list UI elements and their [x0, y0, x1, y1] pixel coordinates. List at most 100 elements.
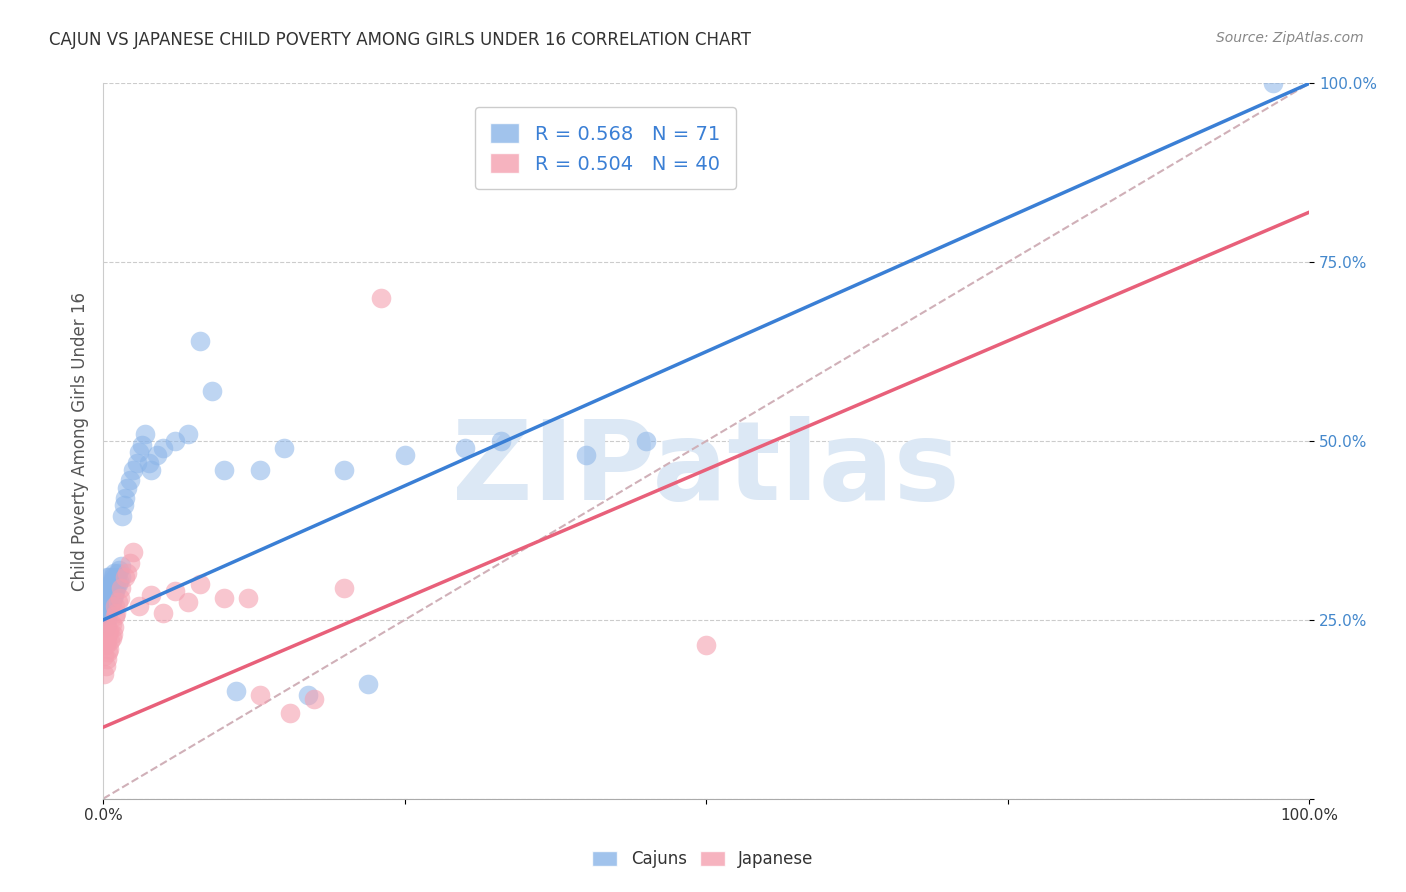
Point	[117, 481, 139, 495]
Point	[111, 509, 134, 524]
Point	[103, 566, 125, 581]
Point	[105, 581, 128, 595]
Point	[212, 591, 235, 606]
Point	[100, 595, 122, 609]
Point	[97, 606, 120, 620]
Point	[94, 638, 117, 652]
Point	[394, 449, 416, 463]
Point	[117, 566, 139, 581]
Point	[138, 456, 160, 470]
Point	[118, 556, 141, 570]
Point	[100, 574, 122, 588]
Point	[212, 463, 235, 477]
Point	[302, 691, 325, 706]
Point	[370, 291, 392, 305]
Point	[107, 595, 129, 609]
Point	[110, 581, 132, 595]
Point	[141, 463, 163, 477]
Point	[107, 566, 129, 581]
Point	[574, 449, 596, 463]
Point	[141, 588, 163, 602]
Point	[94, 584, 117, 599]
Point	[96, 620, 118, 634]
Point	[108, 563, 131, 577]
Point	[454, 442, 477, 456]
Point	[98, 570, 121, 584]
Point	[489, 434, 512, 449]
Point	[110, 559, 132, 574]
Point	[100, 584, 122, 599]
Point	[101, 581, 124, 595]
Point	[278, 706, 301, 720]
Point	[107, 577, 129, 591]
Point	[165, 434, 187, 449]
Point	[165, 584, 187, 599]
Point	[357, 677, 380, 691]
Point	[103, 620, 125, 634]
Point	[97, 645, 120, 659]
Point	[98, 634, 121, 648]
Point	[94, 606, 117, 620]
Point	[93, 648, 115, 663]
Point	[103, 577, 125, 591]
Point	[104, 609, 127, 624]
Text: Source: ZipAtlas.com: Source: ZipAtlas.com	[1216, 31, 1364, 45]
Point	[236, 591, 259, 606]
Text: CAJUN VS JAPANESE CHILD POVERTY AMONG GIRLS UNDER 16 CORRELATION CHART: CAJUN VS JAPANESE CHILD POVERTY AMONG GI…	[49, 31, 751, 49]
Legend: Cajuns, Japanese: Cajuns, Japanese	[586, 844, 820, 875]
Point	[93, 609, 115, 624]
Point	[104, 574, 127, 588]
Point	[94, 620, 117, 634]
Point	[98, 602, 121, 616]
Point	[93, 599, 115, 613]
Point	[122, 463, 145, 477]
Point	[114, 491, 136, 506]
Point	[94, 659, 117, 673]
Point	[131, 438, 153, 452]
Point	[134, 426, 156, 441]
Point	[101, 570, 124, 584]
Point	[98, 624, 121, 638]
Point	[333, 463, 356, 477]
Legend: R = 0.568   N = 71, R = 0.504   N = 40: R = 0.568 N = 71, R = 0.504 N = 40	[475, 107, 735, 189]
Point	[118, 474, 141, 488]
Point	[112, 499, 135, 513]
Point	[97, 627, 120, 641]
Point	[98, 577, 121, 591]
Point	[188, 577, 211, 591]
Point	[105, 570, 128, 584]
Point	[96, 581, 118, 595]
Point	[188, 334, 211, 348]
Point	[93, 666, 115, 681]
Point	[96, 613, 118, 627]
Point	[152, 606, 174, 620]
Point	[176, 595, 198, 609]
Point	[104, 599, 127, 613]
Point	[225, 684, 247, 698]
Point	[249, 688, 271, 702]
Point	[201, 384, 224, 398]
Point	[103, 588, 125, 602]
Point	[128, 599, 150, 613]
Point	[695, 638, 717, 652]
Point	[1261, 77, 1284, 91]
Y-axis label: Child Poverty Among Girls Under 16: Child Poverty Among Girls Under 16	[72, 292, 89, 591]
Point	[125, 456, 148, 470]
Point	[146, 449, 169, 463]
Point	[122, 545, 145, 559]
Point	[108, 574, 131, 588]
Point	[96, 591, 118, 606]
Point	[96, 570, 118, 584]
Point	[101, 627, 124, 641]
Point	[98, 641, 121, 656]
Point	[152, 442, 174, 456]
Point	[97, 595, 120, 609]
Point	[249, 463, 271, 477]
Point	[101, 591, 124, 606]
Point	[114, 570, 136, 584]
Point	[98, 591, 121, 606]
Point	[98, 588, 121, 602]
Point	[104, 584, 127, 599]
Point	[128, 445, 150, 459]
Point	[333, 581, 356, 595]
